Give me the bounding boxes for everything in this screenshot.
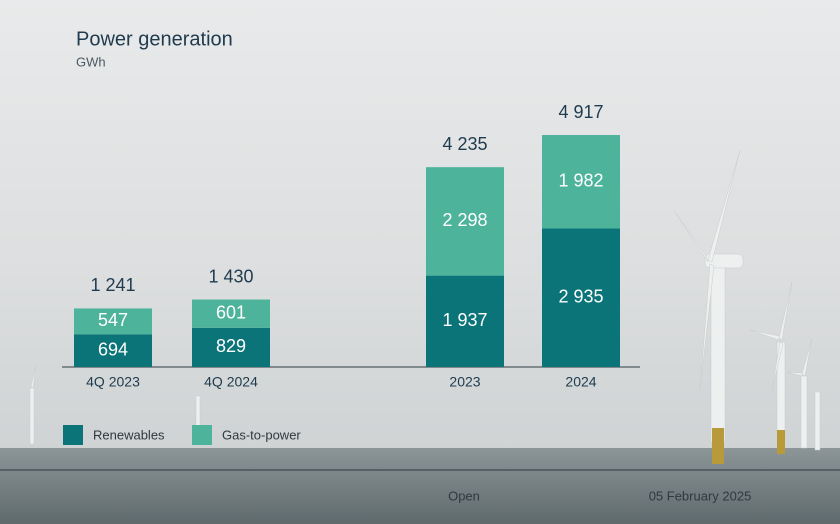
date: 05 February 2025 bbox=[649, 488, 752, 503]
value-label: 1 982 bbox=[558, 171, 603, 191]
legend-label: Renewables bbox=[93, 427, 165, 442]
sea bbox=[0, 448, 840, 524]
value-label: 2 935 bbox=[558, 287, 603, 307]
bar-segment bbox=[542, 228, 620, 367]
legend-label: Gas-to-power bbox=[222, 427, 301, 442]
value-label: 2 298 bbox=[442, 210, 487, 230]
total-label: 1 430 bbox=[208, 266, 253, 286]
bar-segment bbox=[192, 327, 270, 367]
plot: 694 547 1 241 4Q 2023 829 601 1 430 4Q 2024 1 93… bbox=[63, 102, 620, 445]
x-tick-label: 4Q 2023 bbox=[86, 374, 140, 390]
x-tick-label: 4Q 2024 bbox=[204, 374, 258, 390]
bar-segment bbox=[74, 308, 152, 335]
chart-subtitle: GWh bbox=[76, 54, 106, 69]
value-label: 601 bbox=[216, 302, 246, 322]
legend-swatch bbox=[63, 425, 83, 445]
total-label: 4 917 bbox=[558, 102, 603, 122]
sky bbox=[0, 0, 840, 452]
total-label: 1 241 bbox=[90, 275, 135, 295]
legend-swatch bbox=[192, 425, 212, 445]
bar-segment bbox=[192, 299, 270, 328]
x-tick-label: 2023 bbox=[449, 374, 480, 390]
value-label: 829 bbox=[216, 336, 246, 356]
chart-title: Power generation bbox=[76, 28, 233, 50]
value-label: 1 937 bbox=[442, 310, 487, 330]
bar-segment bbox=[542, 135, 620, 229]
x-tick-label: 2024 bbox=[565, 374, 596, 390]
total-label: 4 235 bbox=[442, 134, 487, 154]
value-label: 547 bbox=[98, 310, 128, 330]
bar-segment bbox=[74, 334, 152, 367]
bar-segment bbox=[426, 167, 504, 276]
classification: Open bbox=[448, 488, 480, 503]
turbines bbox=[29, 149, 821, 464]
value-label: 694 bbox=[98, 339, 128, 359]
bar-segment bbox=[426, 275, 504, 367]
